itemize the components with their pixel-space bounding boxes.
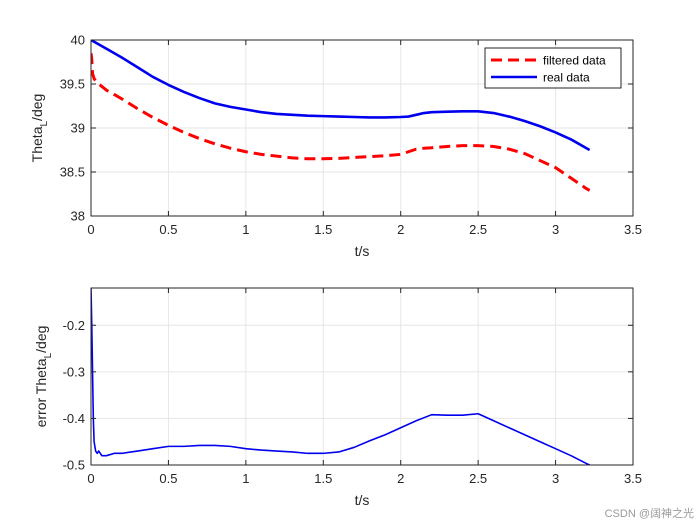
x-tick-label: 0.5: [159, 222, 177, 237]
watermark: CSDN @阔神之光: [604, 508, 694, 520]
x-tick-label: 1.5: [314, 471, 332, 486]
x-tick-label: 0: [87, 471, 94, 486]
x-tick-label: 3: [552, 471, 559, 486]
y-axis-label-tail: /deg: [33, 326, 49, 353]
series-line-real-data: [91, 40, 591, 152]
y-tick-label: 40: [71, 33, 85, 48]
legend-box: [484, 47, 622, 89]
x-tick-label: 1: [242, 222, 249, 237]
y-tick-label: -0.2: [63, 318, 85, 333]
y-axis-label-base: Theta: [29, 126, 45, 162]
x-tick-label: 2.5: [469, 471, 487, 486]
x-tick-label: 1.5: [314, 222, 332, 237]
chart-2: 0 0.5 1 1.5 2 2.5 3 3.5 -0.5 -0.4 -0.3 -0.2 t/s error…: [33, 287, 642, 508]
x-tick-label: 2: [397, 471, 404, 486]
x-tick-label: 2.5: [469, 222, 487, 237]
y-axis-label: error ThetaL/deg: [33, 326, 54, 428]
x-tick-label: 2: [397, 222, 404, 237]
y-tick-label: -0.3: [63, 364, 85, 379]
y-tick-label: 38: [71, 209, 85, 224]
chart-1: 0 0.5 1 1.5 2 2.5 3 3.5 38 38.5 39 39.5 40 t/s ThetaL/…: [29, 33, 642, 260]
x-axis-label: t/s: [355, 243, 370, 259]
y-tick-label: 39.5: [60, 77, 85, 92]
y-tick-label: -0.4: [63, 411, 85, 426]
legend-label-filtered-data: filtered data: [543, 54, 606, 68]
y-tick-label: 39: [71, 121, 85, 136]
axes-box: [90, 287, 634, 466]
x-tick-label: 3.5: [624, 471, 642, 486]
y-axis-label-sub: L: [39, 121, 50, 127]
x-tick-label: 3.5: [624, 222, 642, 237]
series-line-error: [91, 288, 590, 465]
legend-label-real-data: real data: [543, 71, 590, 85]
x-tick-label: 1: [242, 471, 249, 486]
x-axis-label: t/s: [355, 492, 370, 508]
plot-area: [91, 288, 633, 465]
y-tick-label: 38.5: [60, 165, 85, 180]
x-tick-label: 0.5: [159, 471, 177, 486]
y-axis-label-sub: L: [43, 352, 54, 358]
series-line-filtered-data: [91, 53, 591, 192]
y-tick-label: -0.5: [63, 458, 85, 473]
legend: filtered data real data: [484, 47, 622, 89]
x-tick-label: 3: [552, 222, 559, 237]
y-axis-label-base: error Theta: [33, 358, 49, 427]
x-tick-label: 0: [87, 222, 94, 237]
y-axis-label: ThetaL/deg: [29, 94, 50, 163]
y-axis-label-tail: /deg: [29, 94, 45, 121]
